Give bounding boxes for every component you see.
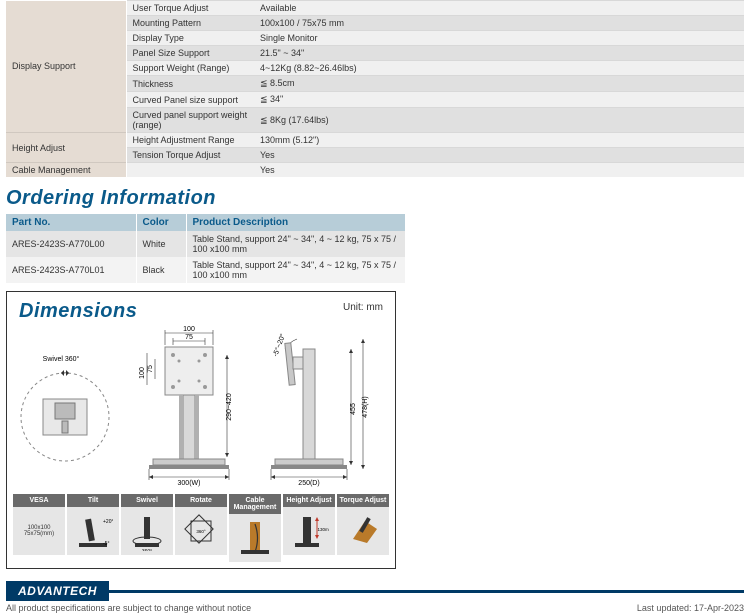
svg-text:360°: 360° (142, 549, 152, 551)
spec-table: Display Support User Torque AdjustAvaila… (6, 0, 744, 177)
spec-val: ≦ 8Kg (17.64lbs) (254, 108, 744, 133)
height-icon: 130mm (289, 511, 329, 551)
feat-torque: Torque Adjust (337, 494, 389, 562)
ord-desc: Table Stand, support 24" ~ 34", 4 ~ 12 k… (186, 231, 406, 257)
torque-icon (343, 511, 383, 551)
cable-icon (235, 518, 275, 558)
svg-text:130mm: 130mm (317, 527, 329, 532)
brand-logo: ADVANTECH (6, 581, 109, 601)
feat-title: Torque Adjust (337, 494, 389, 507)
spec-attr: Curved Panel size support (126, 92, 254, 108)
dimensions-diagram: Swivel 360° 100 75 100 75 (13, 325, 389, 487)
spec-val: Single Monitor (254, 31, 744, 46)
swivel-label: Swivel 360° (43, 355, 80, 363)
svg-text:100: 100 (183, 326, 195, 333)
footer-right: Last updated: 17-Apr-2023 (637, 603, 744, 613)
feat-height: Height Adjust 130mm (283, 494, 335, 562)
svg-text:360°: 360° (196, 529, 206, 534)
spec-val: Available (254, 1, 744, 16)
spec-attr: Support Weight (Range) (126, 61, 254, 76)
dim-unit: Unit: mm (343, 302, 383, 313)
spec-attr: Height Adjustment Range (126, 133, 254, 148)
feat-swivel: Swivel 360° (121, 494, 173, 562)
cat-cable-mgmt: Cable Management (6, 163, 126, 178)
ordering-heading: Ordering Information (6, 187, 744, 210)
svg-text:-5°: -5° (103, 541, 109, 547)
tilt-icon: +20° -5° (73, 511, 113, 551)
spec-val: 4~12Kg (8.82~26.46lbs) (254, 61, 744, 76)
footer-bar: ADVANTECH (6, 581, 744, 601)
dimensions-heading: Dimensions (19, 300, 389, 323)
ord-hdr-pn: Part No. (6, 214, 136, 231)
spec-val: ≦ 8.5cm (254, 76, 744, 92)
feat-title: Tilt (67, 494, 119, 507)
dimensions-panel: Unit: mm Dimensions Swivel 360° 100 75 1… (6, 291, 396, 569)
ord-pn: ARES-2423S-A770L00 (6, 231, 136, 257)
spec-attr: Panel Size Support (126, 46, 254, 61)
ord-hdr-color: Color (136, 214, 186, 231)
footer-line (109, 590, 744, 593)
feat-title: Rotate (175, 494, 227, 507)
feat-rotate: Rotate 360° (175, 494, 227, 562)
ord-color: Black (136, 257, 186, 283)
spec-val: 100x100 / 75x75 mm (254, 16, 744, 31)
spec-attr: Curved panel support weight (range) (126, 108, 254, 133)
svg-text:75: 75 (147, 365, 154, 373)
feat-vesa: VESA 100x100 75x75(mm) (13, 494, 65, 562)
feat-title: Height Adjust (283, 494, 335, 507)
svg-text:100: 100 (139, 367, 146, 379)
spec-attr: User Torque Adjust (126, 1, 254, 16)
ord-hdr-desc: Product Description (186, 214, 406, 231)
feat-title: Swivel (121, 494, 173, 507)
spec-attr: Tension Torque Adjust (126, 148, 254, 163)
ord-color: White (136, 231, 186, 257)
footer-left: All product specifications are subject t… (6, 603, 251, 613)
feat-tilt: Tilt +20° -5° (67, 494, 119, 562)
spec-val: ≦ 34" (254, 92, 744, 108)
ord-pn: ARES-2423S-A770L01 (6, 257, 136, 283)
feat-title: VESA (13, 494, 65, 507)
ord-desc: Table Stand, support 24" ~ 34", 4 ~ 12 k… (186, 257, 406, 283)
ordering-table: Part No. Color Product Description ARES-… (6, 214, 406, 283)
svg-text:455: 455 (350, 403, 357, 415)
feat-title: Cable Management (229, 494, 281, 514)
svg-text:478(H): 478(H) (362, 396, 369, 417)
svg-text:300(W): 300(W) (178, 480, 201, 487)
spec-val: 130mm (5.12") (254, 133, 744, 148)
svg-text:250(D): 250(D) (298, 480, 319, 487)
spec-attr (126, 163, 254, 178)
swivel-icon: 360° (127, 511, 167, 551)
svg-text:75: 75 (185, 334, 193, 341)
spec-val: 21.5" ~ 34" (254, 46, 744, 61)
feature-strip: VESA 100x100 75x75(mm) Tilt +20° -5° Swiv… (13, 494, 389, 562)
spec-val: Yes (254, 163, 744, 178)
svg-text:+20°: +20° (103, 519, 113, 525)
spec-val: Yes (254, 148, 744, 163)
spec-attr: Display Type (126, 31, 254, 46)
cat-height-adjust: Height Adjust (6, 133, 126, 163)
spec-attr: Thickness (126, 76, 254, 92)
cat-display-support: Display Support (6, 1, 126, 133)
rotate-icon: 360° (181, 511, 221, 551)
feat-cable: Cable Management (229, 494, 281, 562)
feat-sub: 100x100 75x75(mm) (24, 525, 54, 537)
svg-text:290~420: 290~420 (226, 393, 233, 421)
spec-attr: Mounting Pattern (126, 16, 254, 31)
